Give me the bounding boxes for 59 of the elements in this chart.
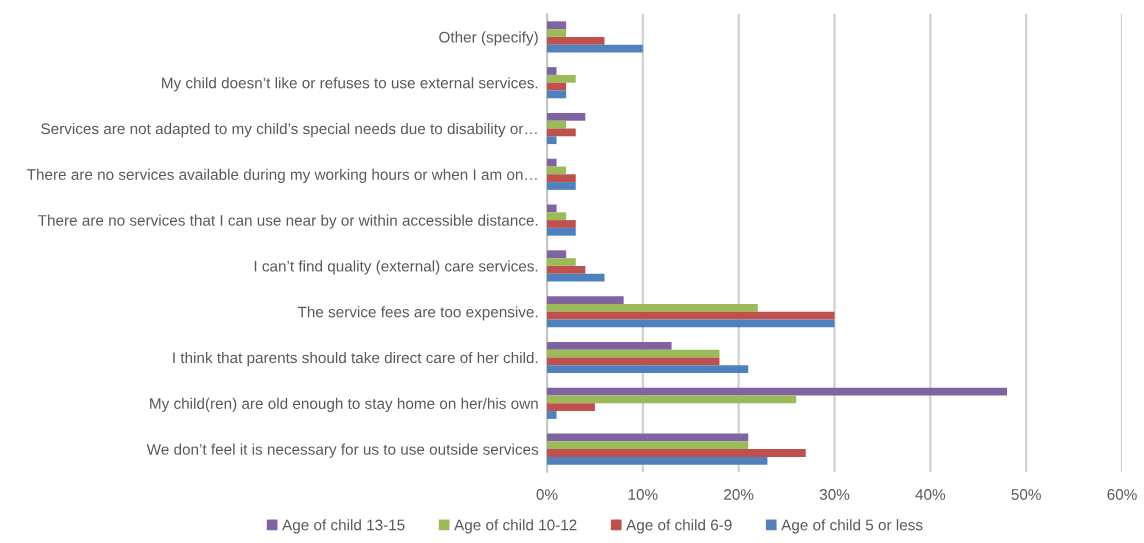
y-tick-label: The service fees are too expensive. [297, 306, 538, 321]
x-tick-label: 50% [1011, 489, 1041, 500]
bar [547, 341, 672, 350]
bar [547, 67, 557, 75]
y-tick-label: I can’t find quality (external) care services. [254, 260, 538, 275]
bar [547, 349, 720, 358]
x-tick-label: 40% [915, 489, 946, 500]
legend-label: Age of child 10-12 [454, 519, 577, 534]
bar [547, 387, 1007, 396]
bar [547, 227, 576, 236]
y-tick-label: I think that parents should take direct care of her child. [173, 351, 538, 367]
x-tick-label: 60% [1107, 489, 1137, 500]
bar [547, 433, 749, 442]
bar [547, 395, 797, 404]
bar [547, 136, 557, 145]
bar [547, 403, 595, 412]
bar [547, 29, 567, 37]
bar [547, 174, 576, 183]
bar [547, 120, 567, 129]
bar [547, 128, 576, 137]
bar [547, 74, 576, 83]
bar [547, 303, 758, 312]
legend-label: Age of child 5 or less [781, 519, 923, 534]
y-tick-label: My child(ren) are old enough to stay home on her/his own [150, 397, 538, 413]
bar [547, 90, 567, 99]
y-tick-label: There are no services that I can use near by or within accessible distance. [38, 214, 538, 229]
bar [547, 220, 576, 228]
bar [547, 357, 720, 366]
bar [547, 273, 605, 282]
legend-label: Age of child 13-15 [282, 519, 405, 534]
x-tick-label: 0% [536, 489, 558, 500]
bar [547, 258, 576, 266]
bar [547, 411, 557, 419]
bar [547, 36, 605, 45]
bar [547, 204, 557, 213]
bar [547, 441, 749, 450]
bar [547, 212, 567, 221]
legend-label: Age of child 6-9 [626, 519, 732, 534]
x-tick-label: 30% [819, 489, 850, 500]
y-tick-label: We don’t feel it is necessary for us to use outside services [146, 443, 539, 458]
bar [547, 449, 806, 457]
bar [547, 296, 624, 304]
bar [547, 158, 557, 167]
bar [547, 250, 567, 259]
x-tick-label: 20% [724, 489, 754, 500]
bar [547, 456, 768, 465]
bar [547, 319, 835, 328]
bar [547, 265, 586, 274]
bar [547, 21, 567, 30]
y-tick-label: There are no services available during my working hours or when I am on… [27, 168, 537, 184]
bar [547, 311, 835, 320]
bar [547, 112, 586, 121]
y-tick-label: Other (specify) [439, 31, 538, 46]
x-tick-label: 10% [628, 489, 658, 500]
y-tick-label: My child doesn’t like or refuses to use external services. [162, 77, 538, 92]
bar [547, 365, 749, 374]
bar [547, 182, 576, 190]
y-tick-label: Services are not adapted to my child’s special needs due to disability or… [41, 122, 537, 138]
bar [547, 44, 643, 53]
